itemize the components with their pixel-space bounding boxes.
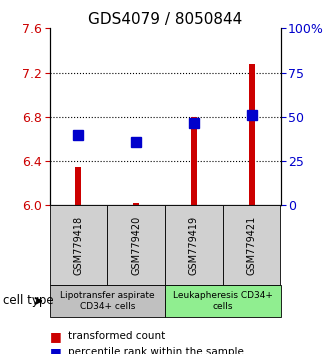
Text: ■: ■ — [50, 330, 61, 343]
Text: Lipotransfer aspirate
CD34+ cells: Lipotransfer aspirate CD34+ cells — [60, 291, 154, 310]
Text: Leukapheresis CD34+
cells: Leukapheresis CD34+ cells — [173, 291, 273, 310]
Text: transformed count: transformed count — [68, 331, 165, 341]
Text: percentile rank within the sample: percentile rank within the sample — [68, 347, 244, 354]
Text: GSM779421: GSM779421 — [247, 216, 257, 275]
Bar — [191, 117, 197, 205]
Text: ■: ■ — [50, 346, 61, 354]
Text: GSM779419: GSM779419 — [189, 216, 199, 275]
Bar — [133, 203, 139, 205]
Text: GSM779418: GSM779418 — [73, 216, 83, 275]
Text: GSM779420: GSM779420 — [131, 216, 141, 275]
Bar — [76, 167, 81, 205]
Text: cell type: cell type — [3, 295, 54, 307]
Text: GDS4079 / 8050844: GDS4079 / 8050844 — [88, 12, 242, 27]
Bar — [249, 64, 254, 205]
